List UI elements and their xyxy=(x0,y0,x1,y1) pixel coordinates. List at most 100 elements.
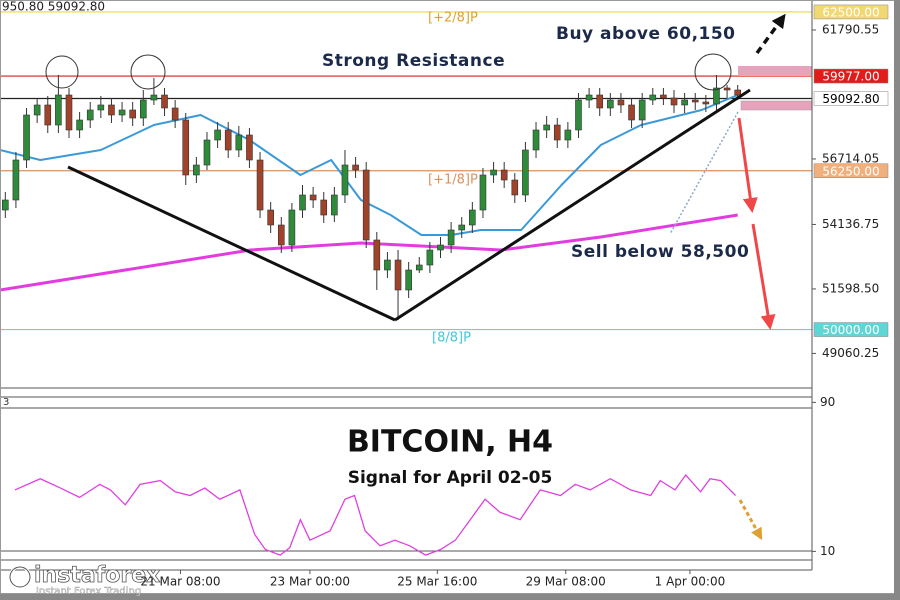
candle-body xyxy=(76,119,83,131)
annotation: Strong Resistance xyxy=(322,51,505,71)
candles xyxy=(2,75,741,321)
candle-body xyxy=(469,209,476,226)
candle-body xyxy=(224,129,232,151)
candle-body xyxy=(522,149,529,196)
candle-body xyxy=(723,87,731,91)
candle-body xyxy=(596,94,604,109)
candle-body xyxy=(214,129,221,141)
candle-body xyxy=(33,104,41,116)
candle-body xyxy=(139,99,147,119)
brand: instaforex xyxy=(34,563,160,588)
candle-body xyxy=(171,107,179,121)
candle-body xyxy=(288,209,296,246)
moving-average xyxy=(0,213,738,292)
candle-body xyxy=(362,169,370,241)
annotation: Buy above 60,150 xyxy=(556,24,736,44)
candle-body xyxy=(500,169,508,181)
sell-arrow xyxy=(737,117,758,213)
y-tick-label: 56714.05 xyxy=(822,151,879,165)
candle-body xyxy=(734,89,741,96)
level-box xyxy=(813,322,889,337)
y-tick-label: 61790.55 xyxy=(822,22,879,36)
drawings xyxy=(45,13,813,541)
candle-body xyxy=(607,99,614,109)
candle-body xyxy=(193,164,200,176)
x-tick-label: 23 Mar 00:00 xyxy=(270,575,350,589)
candle-body xyxy=(150,94,158,101)
support-zone xyxy=(740,100,813,111)
level-label: 50000.00 xyxy=(822,323,879,337)
candle-body xyxy=(2,199,9,211)
candle-body xyxy=(564,129,572,141)
level-box xyxy=(813,163,889,179)
resistance-zone xyxy=(738,66,812,76)
candle-body xyxy=(108,104,115,116)
candle-body xyxy=(129,109,136,119)
murray-label: [+1/8]P xyxy=(428,173,478,188)
candle-body xyxy=(394,259,402,291)
candle-body xyxy=(585,94,593,101)
candle-body xyxy=(437,244,444,251)
candle-body xyxy=(553,124,561,141)
murray-label: [+2/8]P xyxy=(428,11,478,26)
candle-body xyxy=(638,99,646,121)
candle-body xyxy=(713,87,720,105)
candle-body xyxy=(617,99,625,106)
candle-body xyxy=(660,94,667,99)
x-tick-label: 21 Mar 08:00 xyxy=(140,575,220,589)
trendline xyxy=(67,165,396,322)
frame-shadow xyxy=(0,594,900,600)
candle-body xyxy=(161,94,168,109)
level-box xyxy=(813,68,889,84)
x-tick-label: 29 Mar 08:00 xyxy=(526,575,606,589)
candle-body xyxy=(299,194,306,211)
candle-body xyxy=(23,114,30,161)
indicator-arrow xyxy=(738,499,763,541)
candle-body xyxy=(97,104,105,111)
candle-body xyxy=(86,109,94,121)
projection-line xyxy=(669,111,739,235)
candle-body xyxy=(458,224,466,231)
level-box xyxy=(813,91,889,106)
candle-body xyxy=(670,97,678,106)
candle-body xyxy=(203,139,211,166)
level-label: 56250.00 xyxy=(822,164,879,178)
y-tick-label: 49060.25 xyxy=(822,346,879,360)
level-label: 59092.80 xyxy=(822,92,879,106)
candle-body xyxy=(65,94,73,131)
candle-body xyxy=(702,101,710,105)
level-label: 62500.00 xyxy=(822,5,879,19)
candle-body xyxy=(55,94,62,126)
moving-average xyxy=(0,94,739,237)
candle-body xyxy=(12,159,20,201)
candle-body xyxy=(384,259,391,271)
candle-body xyxy=(309,194,317,201)
candle-body xyxy=(426,249,434,266)
y-tick-label: 10 xyxy=(820,544,835,558)
candle-body xyxy=(277,224,285,246)
highlight-circle xyxy=(694,53,732,91)
candle-body xyxy=(267,209,274,226)
candle-body xyxy=(246,134,253,161)
chart-subtitle: Signal for April 02-05 xyxy=(348,468,553,488)
highlight-circle xyxy=(45,55,79,89)
moving-averages xyxy=(0,94,739,292)
logo: instaforex Instant Forex Trading xyxy=(8,563,161,597)
candle-body xyxy=(118,109,126,116)
candle-body xyxy=(256,159,264,211)
candle-body xyxy=(373,239,381,271)
tagline: Instant Forex Trading xyxy=(36,586,141,597)
y-tick-label: 51598.50 xyxy=(822,281,879,295)
trendline xyxy=(394,88,751,322)
x-tick-label: 25 Mar 16:00 xyxy=(397,575,477,589)
sell-arrow xyxy=(751,223,776,330)
candle-body xyxy=(235,134,243,151)
candle-body xyxy=(543,124,550,131)
candle-body xyxy=(352,164,359,171)
level-box xyxy=(813,4,889,20)
frame-shadow xyxy=(894,0,900,600)
